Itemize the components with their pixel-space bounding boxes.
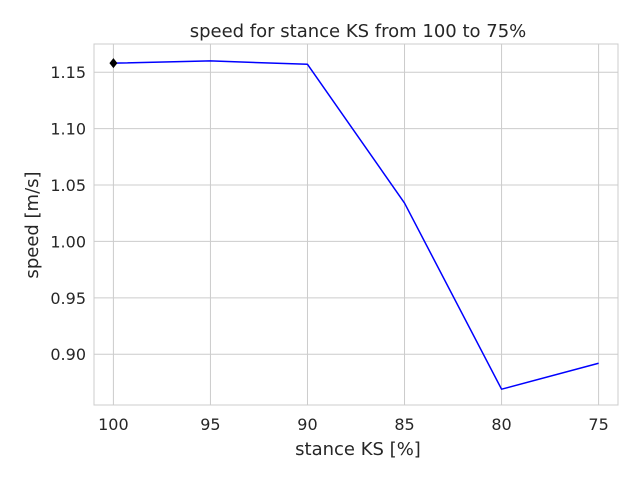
x-axis: 100 95 90 85 80 75 xyxy=(98,415,609,434)
x-tick-label: 85 xyxy=(394,415,414,434)
x-tick-label: 75 xyxy=(588,415,608,434)
x-tick-label: 95 xyxy=(200,415,220,434)
y-tick-label: 1.10 xyxy=(50,120,86,139)
y-tick-label: 0.95 xyxy=(50,289,86,308)
y-tick-label: 1.15 xyxy=(50,63,86,82)
series-line xyxy=(113,60,599,390)
x-axis-label: stance KS [%] xyxy=(295,439,421,460)
start-marker-diamond xyxy=(109,58,118,69)
y-tick-label: 1.00 xyxy=(50,232,86,251)
grid xyxy=(94,44,618,405)
y-axis-label: speed [m/s] xyxy=(22,171,43,278)
x-tick-label: 80 xyxy=(491,415,511,434)
series-layer xyxy=(109,58,599,390)
plot-frame xyxy=(93,43,619,406)
y-tick-label: 1.05 xyxy=(50,176,86,195)
x-tick-label: 100 xyxy=(98,415,129,434)
y-tick-label: 0.90 xyxy=(50,345,86,364)
chart-title: speed for stance KS from 100 to 75% xyxy=(190,21,527,42)
x-tick-label: 90 xyxy=(297,415,317,434)
y-axis: 0.90 0.95 1.00 1.05 1.10 1.15 xyxy=(50,63,86,364)
